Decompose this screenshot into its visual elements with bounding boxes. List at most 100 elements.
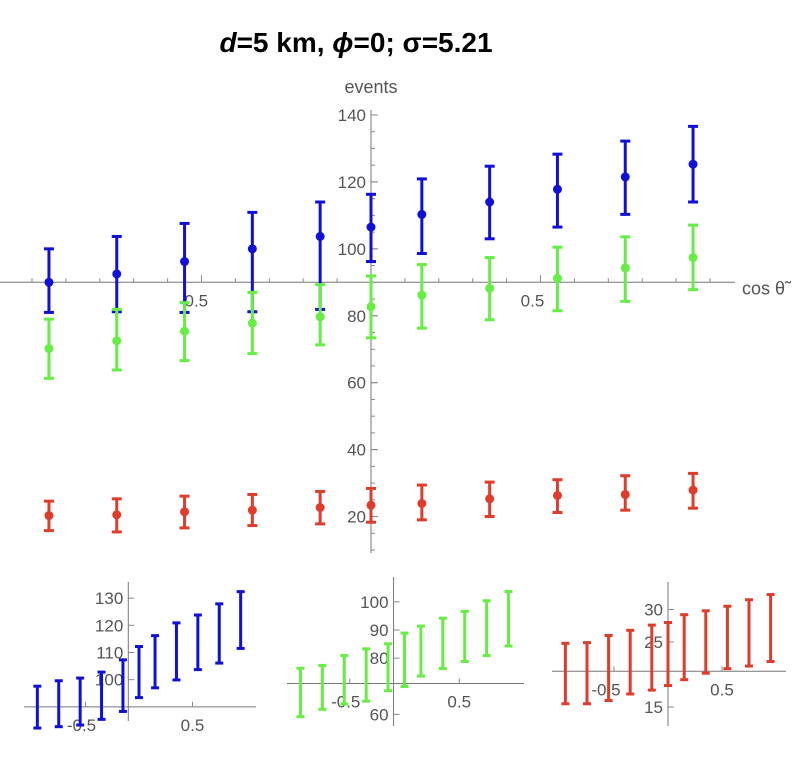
series-0 bbox=[43, 124, 699, 314]
data-point bbox=[769, 624, 772, 627]
series-0 bbox=[561, 593, 775, 706]
data-point bbox=[218, 633, 221, 636]
y-tick-label: 100 bbox=[338, 240, 366, 259]
data-point bbox=[137, 670, 141, 674]
data-point bbox=[321, 685, 324, 688]
data-point bbox=[366, 302, 376, 312]
y-tick-label: 80 bbox=[370, 649, 389, 668]
data-point bbox=[247, 244, 257, 254]
data-point bbox=[315, 503, 325, 513]
data-point bbox=[44, 344, 54, 354]
data-point bbox=[247, 505, 257, 515]
data-point bbox=[247, 318, 257, 328]
title-d-value: =5 km, bbox=[237, 27, 333, 58]
data-point bbox=[180, 257, 190, 267]
data-point bbox=[747, 632, 751, 635]
series-1 bbox=[43, 223, 699, 380]
data-point bbox=[552, 490, 562, 500]
data-point bbox=[417, 209, 427, 219]
data-point bbox=[726, 635, 729, 638]
data-point bbox=[44, 511, 54, 521]
y-tick-label: 15 bbox=[644, 698, 663, 717]
data-point bbox=[650, 656, 653, 659]
data-point bbox=[112, 510, 122, 520]
data-point bbox=[315, 231, 325, 241]
series-0 bbox=[296, 589, 513, 719]
data-point bbox=[112, 336, 122, 346]
x-axis-label: cos θ̃ bbox=[742, 278, 792, 298]
data-point bbox=[683, 647, 686, 650]
data-point bbox=[688, 485, 698, 495]
data-point bbox=[417, 498, 427, 508]
title-d-variable: d bbox=[219, 27, 237, 58]
data-point bbox=[386, 665, 390, 668]
data-point bbox=[704, 642, 707, 645]
data-point bbox=[485, 494, 495, 504]
y-tick-label: 120 bbox=[95, 616, 123, 635]
y-tick-label: 90 bbox=[370, 621, 389, 640]
data-point bbox=[688, 253, 698, 263]
data-point bbox=[585, 670, 589, 673]
data-point bbox=[57, 705, 60, 708]
title-phi-variable: ϕ bbox=[332, 27, 353, 58]
x-tick-label: -0.5 bbox=[591, 680, 620, 699]
data-point bbox=[620, 172, 630, 182]
data-point bbox=[485, 630, 488, 633]
x-tick-label: 0.5 bbox=[181, 716, 205, 735]
y-tick-label: 140 bbox=[338, 106, 366, 125]
y-tick-label: 80 bbox=[347, 307, 366, 326]
data-point bbox=[100, 696, 103, 699]
data-point bbox=[364, 674, 368, 677]
data-point bbox=[239, 619, 242, 623]
x-tick-label: 0.5 bbox=[710, 680, 734, 699]
y-tick-label: 30 bbox=[644, 601, 663, 620]
y-tick-label: 120 bbox=[338, 173, 366, 192]
data-point bbox=[688, 159, 698, 169]
data-point bbox=[36, 705, 39, 709]
data-point bbox=[666, 653, 670, 657]
data-point bbox=[629, 660, 632, 664]
data-point bbox=[78, 702, 82, 705]
x-tick-label: 0.5 bbox=[447, 692, 471, 711]
data-point bbox=[153, 660, 157, 663]
x-tick-label: -0.5 bbox=[179, 291, 208, 310]
chart-title: d=5 km, ϕ=0; σ=5.21 bbox=[219, 27, 492, 58]
data-point bbox=[299, 690, 302, 694]
data-point bbox=[366, 222, 376, 232]
y-tick-label: 20 bbox=[347, 508, 366, 527]
y-tick-label: 60 bbox=[370, 705, 389, 724]
data-point bbox=[343, 676, 346, 680]
panel-inset-red: -0.5 0.5 15 25 30 bbox=[552, 582, 786, 726]
y-tick-label: 60 bbox=[347, 374, 366, 393]
y-tick-label: 110 bbox=[96, 644, 123, 663]
title-phi-value: =0; σ=5.21 bbox=[354, 27, 493, 58]
y-axis-label: events bbox=[344, 77, 397, 97]
y-tick-label: 100 bbox=[360, 593, 388, 612]
series-2 bbox=[43, 471, 699, 534]
data-point bbox=[419, 649, 423, 652]
data-point bbox=[620, 263, 630, 273]
x-tick-label: 0.5 bbox=[521, 291, 545, 310]
data-point bbox=[552, 273, 562, 283]
data-point bbox=[403, 659, 406, 663]
data-point bbox=[366, 500, 376, 510]
data-point bbox=[552, 184, 562, 194]
data-point bbox=[485, 283, 495, 293]
data-point bbox=[112, 269, 122, 279]
data-point bbox=[175, 651, 178, 655]
data-point bbox=[507, 617, 510, 620]
data-point bbox=[463, 635, 466, 639]
data-point bbox=[417, 290, 427, 300]
data-point bbox=[196, 641, 200, 645]
data-point bbox=[485, 197, 495, 207]
data-point bbox=[180, 326, 190, 336]
series-0 bbox=[33, 590, 245, 730]
y-tick-label: 130 bbox=[95, 589, 123, 608]
data-point bbox=[620, 489, 630, 499]
y-tick-label: 25 bbox=[644, 633, 663, 652]
data-point bbox=[180, 507, 190, 517]
